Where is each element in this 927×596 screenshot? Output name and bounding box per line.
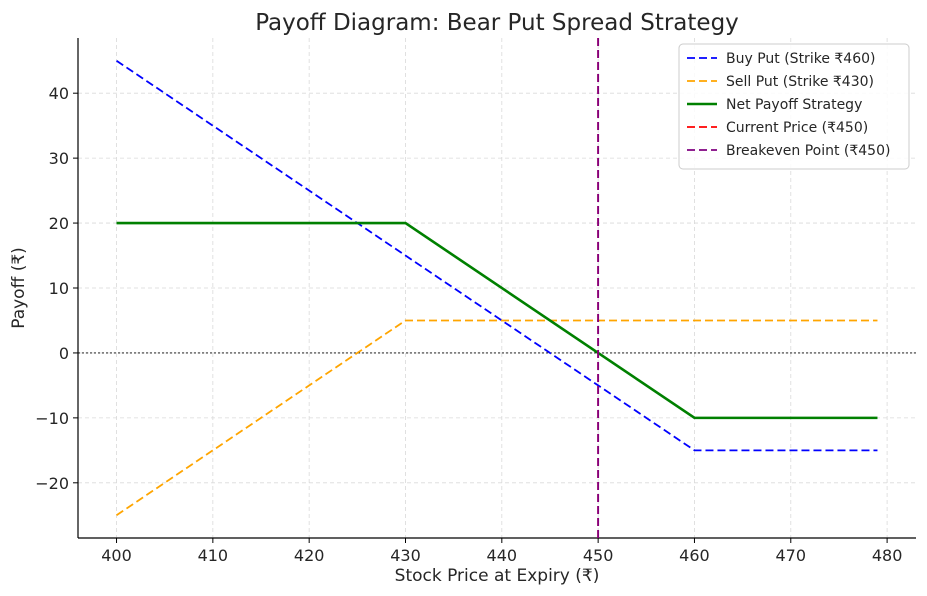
x-tick-label: 460	[679, 546, 710, 565]
y-tick-label: 20	[49, 214, 69, 233]
x-tick-label: 450	[583, 546, 614, 565]
x-tick-label: 400	[101, 546, 132, 565]
chart-title: Payoff Diagram: Bear Put Spread Strategy	[255, 10, 739, 36]
x-tick-label: 480	[872, 546, 903, 565]
legend-label: Breakeven Point (₹450)	[726, 143, 890, 159]
axes	[73, 38, 916, 543]
legend-label: Buy Put (Strike ₹460)	[726, 51, 875, 67]
y-tick-label: −10	[35, 409, 69, 428]
tick-labels: 400 410 420 430 440 450 460 470 480 −20 −10 0 10 20 30…	[35, 84, 902, 565]
series-line-2	[116, 221, 878, 420]
grid	[78, 38, 916, 538]
x-tick-label: 440	[487, 546, 518, 565]
y-axis-title: Payoff (₹)	[9, 247, 29, 329]
x-tick-label: 420	[294, 546, 325, 565]
y-tick-label: 40	[49, 84, 69, 103]
y-tick-label: 30	[49, 149, 69, 168]
x-axis-title: Stock Price at Expiry (₹)	[395, 566, 600, 586]
x-tick-label: 410	[198, 546, 229, 565]
legend: Buy Put (Strike ₹460) Sell Put (Strike ₹4…	[678, 43, 910, 170]
legend-label: Net Payoff Strategy	[726, 97, 862, 113]
x-tick-label: 470	[776, 546, 807, 565]
series-line-0	[116, 59, 878, 452]
legend-label: Current Price (₹450)	[726, 120, 868, 136]
legend-box	[678, 43, 910, 170]
y-tick-label: 0	[59, 344, 69, 363]
y-tick-label: −20	[35, 474, 69, 493]
series-line-1	[116, 319, 878, 517]
y-tick-label: 10	[49, 279, 69, 298]
x-tick-label: 430	[390, 546, 421, 565]
series-lines	[78, 38, 916, 538]
legend-label: Sell Put (Strike ₹430)	[726, 74, 874, 90]
